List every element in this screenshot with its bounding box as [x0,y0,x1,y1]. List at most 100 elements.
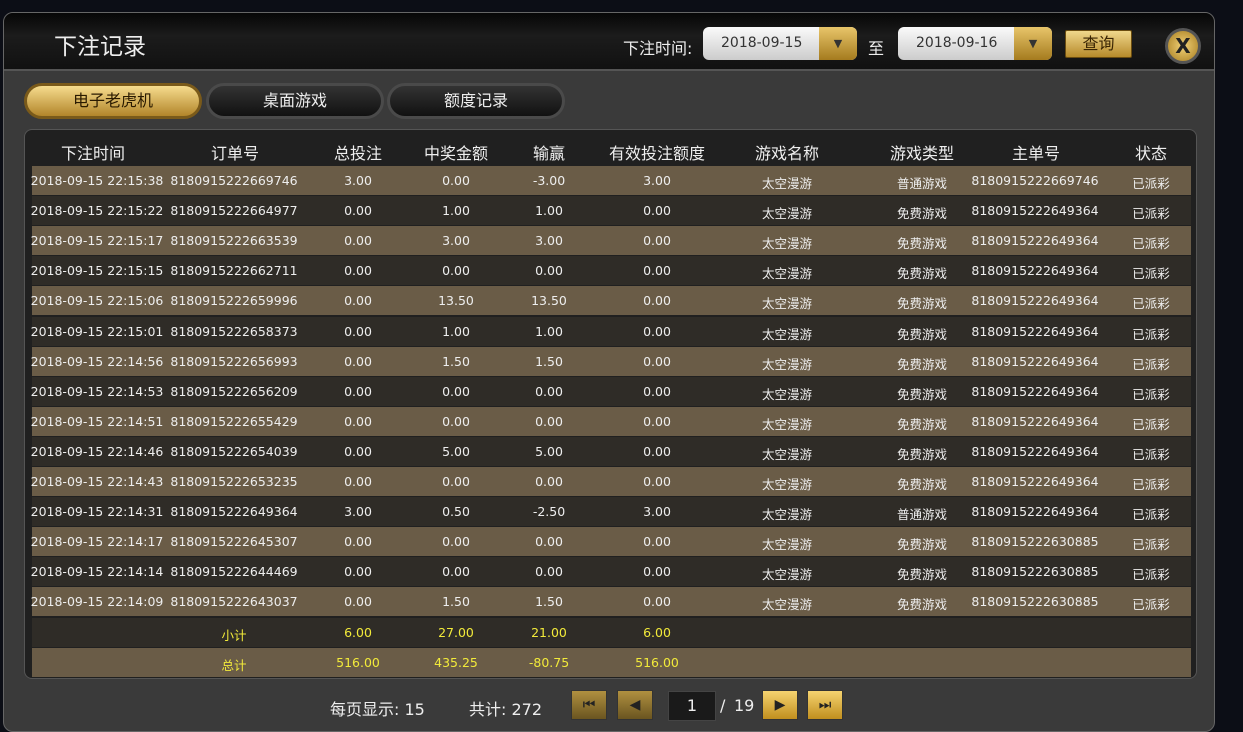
cell-valid-bet: 0.00 [643,413,671,429]
column-header-order-no: 订单号 [210,144,260,163]
query-button[interactable]: 查询 [1065,30,1132,58]
close-button[interactable]: X [1165,28,1201,64]
cell-game-type: 免费游戏 [896,326,948,342]
cell-total-bet: 0.00 [344,353,372,369]
table-row: 2018-09-15 22:14:43 8180915222653235 0.00 0… [30,467,1191,496]
cell-total-bet: 0.00 [344,323,372,339]
total-count: 共计: 272 [469,700,543,719]
cell-main-order-no: 8180915222630885 [971,534,1099,550]
cell-main-order-no: 8180915222630885 [971,594,1099,610]
cell-game-name: 太空漫游 [761,296,813,312]
chevron-down-icon[interactable]: ▼ [1014,27,1052,60]
records-table: 下注时间 订单号 总投注 中奖金额 输赢 有效投注额度 游戏名称 游戏类型 主单号 状态 2018-… [24,129,1197,679]
tab-slots[interactable]: 电子老虎机 [24,83,202,119]
cell-valid-bet: 0.00 [643,293,671,309]
cell-total-bet: 0.00 [344,443,372,459]
cell-main-order-no: 8180915222649364 [971,353,1099,369]
cell-win-amount: 0.00 [442,263,470,279]
cell-order-no: 8180915222649364 [170,504,298,520]
cell-game-name: 太空漫游 [761,446,813,462]
table-row: 2018-09-15 22:14:31 8180915222649364 3.00 0… [30,497,1191,527]
cell-win-amount: 0.00 [442,413,470,429]
page-input[interactable]: 1 [668,691,716,721]
cell-order-no: 8180915222656209 [170,383,298,399]
cell-bet-time: 2018-09-15 22:15:17 [30,233,164,249]
cell-status: 已派彩 [1132,416,1170,432]
table-row: 2018-09-15 22:14:53 8180915222656209 0.00 0… [31,376,1191,406]
cell-game-name: 太空漫游 [761,416,813,432]
cell-bet-time: 2018-09-15 22:14:14 [30,564,164,580]
cell-status: 已派彩 [1132,446,1170,462]
tab-credit-records[interactable]: 额度记录 [387,83,565,119]
cell-net: 0.00 [535,534,563,550]
cell-status: 已派彩 [1132,356,1170,372]
cell-game-type: 免费游戏 [896,477,948,492]
cell-game-name: 太空漫游 [761,597,813,613]
cell-net: -3.00 [532,173,566,188]
to-label: 至 [868,39,885,58]
page-separator: / [720,696,726,715]
table-row: 2018-09-15 22:15:22 8180915222664977 0.00 1… [30,196,1191,226]
dialog-title: 下注记录 [54,34,146,60]
per-page-label: 每页显示: 15 [330,700,425,719]
cell-main-order-no: 8180915222649364 [971,474,1099,489]
cell-bet-time: 2018-09-15 22:15:15 [30,263,164,279]
cell-main-order-no: 8180915222649364 [971,263,1099,279]
cell-game-name: 太空漫游 [761,206,813,222]
table-row: 2018-09-15 22:14:46 8180915222654039 0.00 5… [31,436,1191,466]
tab-table-games[interactable]: 桌面游戏 [206,83,384,119]
column-header-game-name: 游戏名称 [754,144,820,163]
next-page-button[interactable]: ▶ [762,690,798,720]
first-page-button[interactable]: ⏮ [571,690,607,720]
cell-order-no: 8180915222658373 [170,323,298,339]
from-date-value: 2018-09-15 [721,35,803,51]
cell-status: 已派彩 [1132,266,1170,282]
cell-win-amount: 1.50 [442,353,470,369]
cell-game-type: 免费游戏 [896,356,948,372]
cell-net: 5.00 [535,443,563,459]
table-row: 2018-09-15 22:14:14 8180915222644469 0.00 0… [30,557,1191,587]
column-header-win-amount: 中奖金额 [423,144,489,163]
cell-game-type: 免费游戏 [896,567,948,583]
cell-net: -2.50 [532,504,566,520]
cell-status: 已派彩 [1132,537,1170,553]
cell-win-amount: 0.00 [442,173,470,188]
cell-net: 1.50 [535,594,563,610]
cell-status: 已派彩 [1132,326,1170,342]
cell-order-no: 总计 [221,657,247,673]
cell-valid-bet: 0.00 [643,233,671,249]
cell-main-order-no: 8180915222649364 [971,504,1099,520]
cell-game-type: 免费游戏 [896,206,948,222]
cell-valid-bet: 0.00 [643,564,671,580]
cell-game-name: 太空漫游 [761,266,813,282]
cell-game-type: 免费游戏 [896,537,948,553]
cell-net: 21.00 [531,624,567,640]
cell-bet-time: 2018-09-15 22:15:06 [30,293,164,309]
cell-win-amount: 0.00 [442,564,470,580]
cell-win-amount: 0.00 [442,534,470,550]
cell-net: 0.00 [535,413,563,429]
cell-net: 1.00 [535,203,563,219]
cell-bet-time: 2018-09-15 22:14:56 [30,353,164,369]
cell-bet-time: 2018-09-15 22:15:01 [30,323,164,339]
cell-game-name: 太空漫游 [761,507,813,523]
last-page-button[interactable]: ⏭ [807,690,843,720]
prev-page-button[interactable]: ◀ [617,690,653,720]
cell-game-name: 太空漫游 [761,176,813,191]
cell-total-bet: 0.00 [344,233,372,249]
table-row: 2018-09-15 22:15:01 8180915222658373 0.00 1… [30,316,1191,346]
grandtotal-row: 总计 516.00 435.25 -80.75 516.00 [32,647,1191,677]
cell-bet-time: 2018-09-15 22:15:22 [30,203,164,219]
column-header-total-bet: 总投注 [333,144,383,163]
cell-game-type: 免费游戏 [896,446,948,462]
cell-valid-bet: 3.00 [643,504,671,520]
from-date-select[interactable]: 2018-09-15 ▼ [703,27,857,60]
chevron-down-icon[interactable]: ▼ [819,27,857,60]
cell-bet-time: 2018-09-15 22:14:43 [30,474,164,489]
cell-win-amount: 5.00 [442,443,470,459]
cell-valid-bet: 0.00 [643,443,671,459]
table-row: 2018-09-15 22:15:17 8180915222663539 0.00 3… [30,226,1191,256]
to-date-select[interactable]: 2018-09-16 ▼ [898,27,1052,60]
cell-total-bet: 516.00 [336,654,380,670]
cell-bet-time: 2018-09-15 22:14:31 [30,504,164,520]
